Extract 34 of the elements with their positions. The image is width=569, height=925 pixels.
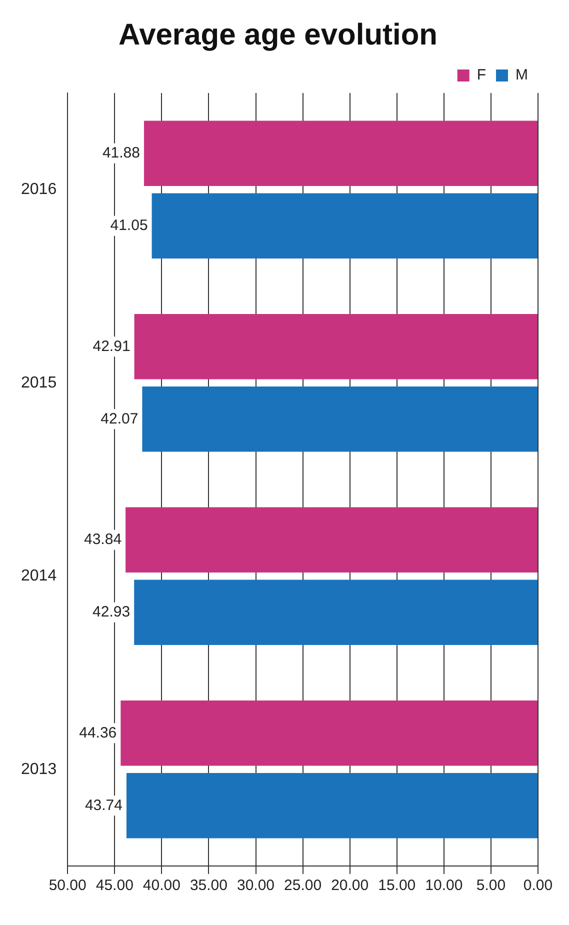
bar bbox=[144, 120, 538, 186]
legend-label: F bbox=[476, 66, 486, 84]
x-tick-label: 25.00 bbox=[284, 877, 322, 894]
data-label: 44.36 bbox=[79, 724, 117, 742]
bar bbox=[126, 773, 538, 838]
bar bbox=[142, 386, 538, 452]
bar bbox=[152, 193, 538, 258]
x-tick-label: 15.00 bbox=[378, 877, 416, 894]
x-tick-label: 10.00 bbox=[425, 877, 463, 894]
chart-title: Average age evolution bbox=[118, 18, 438, 52]
x-tick-label: 0.00 bbox=[523, 877, 553, 894]
x-tick-label: 5.00 bbox=[476, 877, 506, 894]
data-label: 43.84 bbox=[84, 531, 122, 548]
x-tick-label: 40.00 bbox=[142, 877, 180, 894]
legend-label: M bbox=[516, 66, 528, 84]
bar bbox=[126, 507, 538, 572]
x-tick-label: 20.00 bbox=[331, 877, 369, 894]
data-label: 42.07 bbox=[100, 410, 138, 428]
y-tick-label: 2014 bbox=[21, 568, 57, 585]
data-label: 43.74 bbox=[84, 796, 122, 814]
x-tick-label: 30.00 bbox=[236, 877, 275, 894]
data-label: 42.93 bbox=[92, 604, 130, 620]
data-label: 42.91 bbox=[92, 338, 130, 355]
x-tick-label: 35.00 bbox=[190, 877, 228, 894]
bar bbox=[134, 314, 538, 380]
bar bbox=[134, 580, 538, 645]
data-label: 41.88 bbox=[102, 144, 140, 162]
bar bbox=[120, 700, 538, 766]
x-tick-label: 45.00 bbox=[96, 877, 134, 894]
y-tick-label: 2013 bbox=[21, 760, 57, 778]
x-tick-label: 50.00 bbox=[48, 877, 86, 894]
y-tick-label: 2016 bbox=[21, 181, 57, 198]
data-label: 41.05 bbox=[110, 217, 148, 234]
y-tick-label: 2015 bbox=[21, 374, 57, 392]
